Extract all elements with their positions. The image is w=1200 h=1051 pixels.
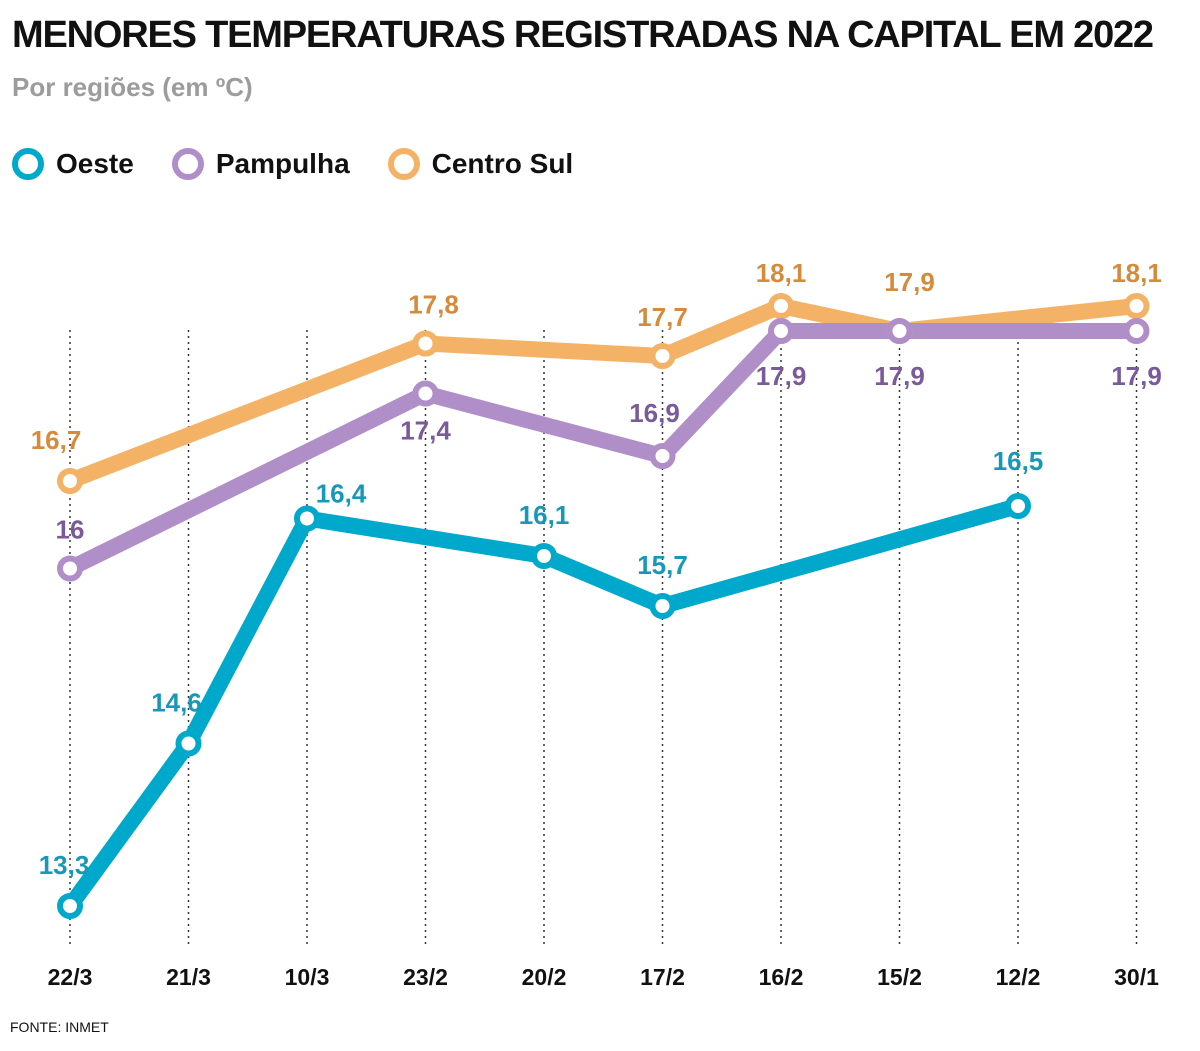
x-tick-label: 17/2 [640, 964, 685, 990]
data-point-pampulha [886, 318, 913, 344]
x-tick-label: 20/2 [522, 964, 567, 990]
data-label-centro-sul: 17,8 [408, 290, 459, 320]
x-tick-label: 16/2 [759, 964, 804, 990]
x-tick-label: 23/2 [403, 964, 448, 990]
data-label-centro-sul: 16,7 [31, 425, 82, 455]
data-label-pampulha: 16 [56, 515, 85, 545]
data-point-pampulha [768, 318, 794, 344]
data-label-oeste: 16,1 [519, 500, 570, 530]
data-point-oeste [294, 505, 320, 532]
legend-label-pampulha: Pampulha [215, 148, 350, 179]
legend: Oeste Pampulha Centro Sul [12, 148, 611, 180]
data-point-centro-sul [1123, 293, 1150, 319]
legend-label-centro-sul: Centro Sul [431, 148, 574, 179]
data-point-oeste [57, 893, 83, 919]
chart-title: MENORES TEMPERATURAS REGISTRADAS NA CAPI… [12, 14, 1154, 56]
data-point-centro-sul [57, 468, 83, 494]
data-point-pampulha [649, 443, 676, 469]
data-point-oeste [649, 593, 676, 619]
legend-item-pampulha: Pampulha [171, 148, 350, 180]
data-point-oeste [531, 543, 557, 569]
legend-marker-oeste [12, 148, 44, 180]
series-line-oeste [62, 498, 1026, 914]
x-tick-label: 21/3 [166, 964, 211, 990]
data-point-pampulha [412, 380, 439, 407]
data-point-centro-sul [768, 293, 794, 319]
data-label-pampulha: 16,9 [629, 398, 680, 428]
series-line-pampulha [62, 323, 1145, 577]
data-label-centro-sul: 18,1 [756, 258, 807, 288]
data-label-pampulha: 17,9 [874, 361, 925, 391]
chart-subtitle: Por regiões (em ºC) [12, 72, 253, 102]
legend-label-oeste: Oeste [56, 148, 134, 179]
legend-marker-centro-sul [387, 148, 420, 180]
data-label-oeste: 16,5 [993, 446, 1044, 476]
data-point-pampulha [57, 555, 83, 582]
data-point-centro-sul [649, 343, 676, 369]
data-label-pampulha: 17,9 [756, 361, 807, 391]
data-point-oeste [1005, 493, 1031, 519]
data-point-pampulha [1123, 318, 1150, 344]
data-point-oeste [175, 730, 202, 757]
data-label-centro-sul: 18,1 [1111, 258, 1162, 288]
data-label-centro-sul: 17,7 [637, 302, 688, 332]
data-label-pampulha: 17,9 [1111, 361, 1162, 391]
x-tick-label: 22/3 [48, 964, 93, 990]
x-tick-label: 15/2 [877, 964, 922, 990]
data-label-oeste: 14,6 [151, 688, 202, 718]
legend-marker-pampulha [171, 148, 204, 180]
data-label-oeste: 16,4 [316, 479, 367, 509]
x-tick-label: 12/2 [996, 964, 1041, 990]
legend-item-oeste: Oeste [12, 148, 134, 180]
x-tick-label: 10/3 [285, 964, 330, 990]
data-label-pampulha: 17,4 [400, 416, 451, 446]
data-label-oeste: 15,7 [637, 550, 688, 580]
data-label-oeste: 13,3 [39, 850, 90, 880]
x-tick-label: 30/1 [1114, 964, 1159, 990]
source-note: FONTE: INMET [10, 1019, 109, 1035]
data-label-centro-sul: 17,9 [884, 267, 935, 297]
data-point-centro-sul [412, 330, 439, 357]
legend-item-centro-sul: Centro Sul [387, 148, 574, 180]
